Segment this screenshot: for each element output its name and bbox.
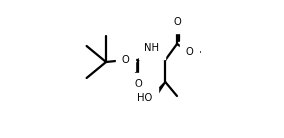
Text: O: O (173, 17, 181, 27)
Text: NH: NH (144, 43, 159, 53)
Text: HO: HO (137, 93, 152, 103)
Text: O: O (122, 55, 129, 65)
Text: O: O (134, 79, 142, 89)
Text: O: O (186, 47, 193, 57)
Polygon shape (151, 82, 166, 99)
